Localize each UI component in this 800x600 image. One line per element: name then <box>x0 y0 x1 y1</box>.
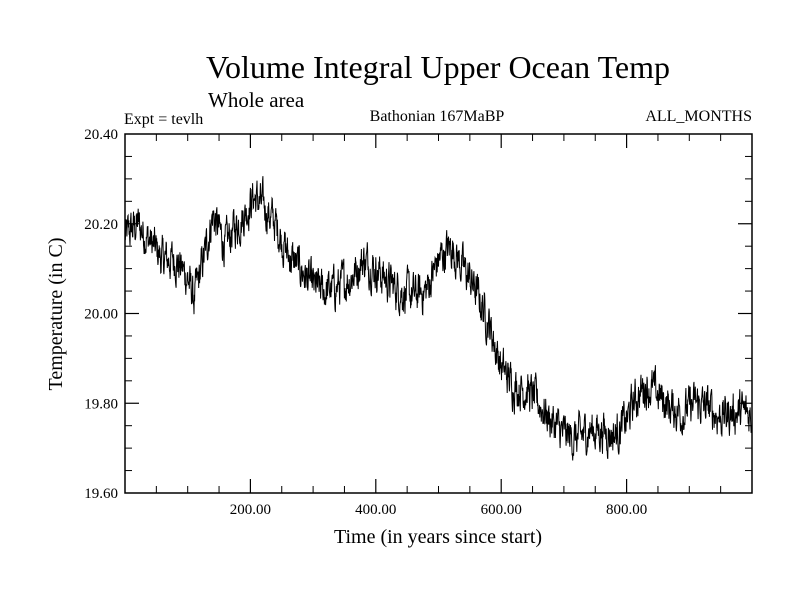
x-tick-label: 200.00 <box>230 502 271 518</box>
y-tick-label: 20.20 <box>84 217 118 233</box>
y-tick-label: 19.80 <box>84 396 118 412</box>
x-tick-label: 800.00 <box>606 502 647 518</box>
y-tick-label: 19.60 <box>84 486 118 502</box>
axis-ticks: 200.00 400.00 600.00 800.00 19.60 19.80 20.00 2… <box>84 127 752 518</box>
series-line-temperature <box>124 176 753 461</box>
annotation-expt: Expt = tevlh <box>124 111 203 128</box>
y-tick-label: 20.00 <box>84 307 118 323</box>
x-tick-label: 600.00 <box>481 502 522 518</box>
chart-subtitle: Whole area <box>208 88 305 112</box>
x-tick-label: 400.00 <box>355 502 396 518</box>
y-axis-label: Temperature (in C) <box>45 238 67 391</box>
chart-title: Volume Integral Upper Ocean Temp <box>206 49 670 85</box>
plot-frame <box>124 133 753 494</box>
annotation-period: Bathonian 167MaBP <box>370 108 505 125</box>
y-tick-label: 20.40 <box>84 127 118 143</box>
x-axis-label: Time (in years since start) <box>334 526 542 548</box>
plot-area <box>124 176 753 461</box>
annotation-months: ALL_MONTHS <box>645 108 752 125</box>
